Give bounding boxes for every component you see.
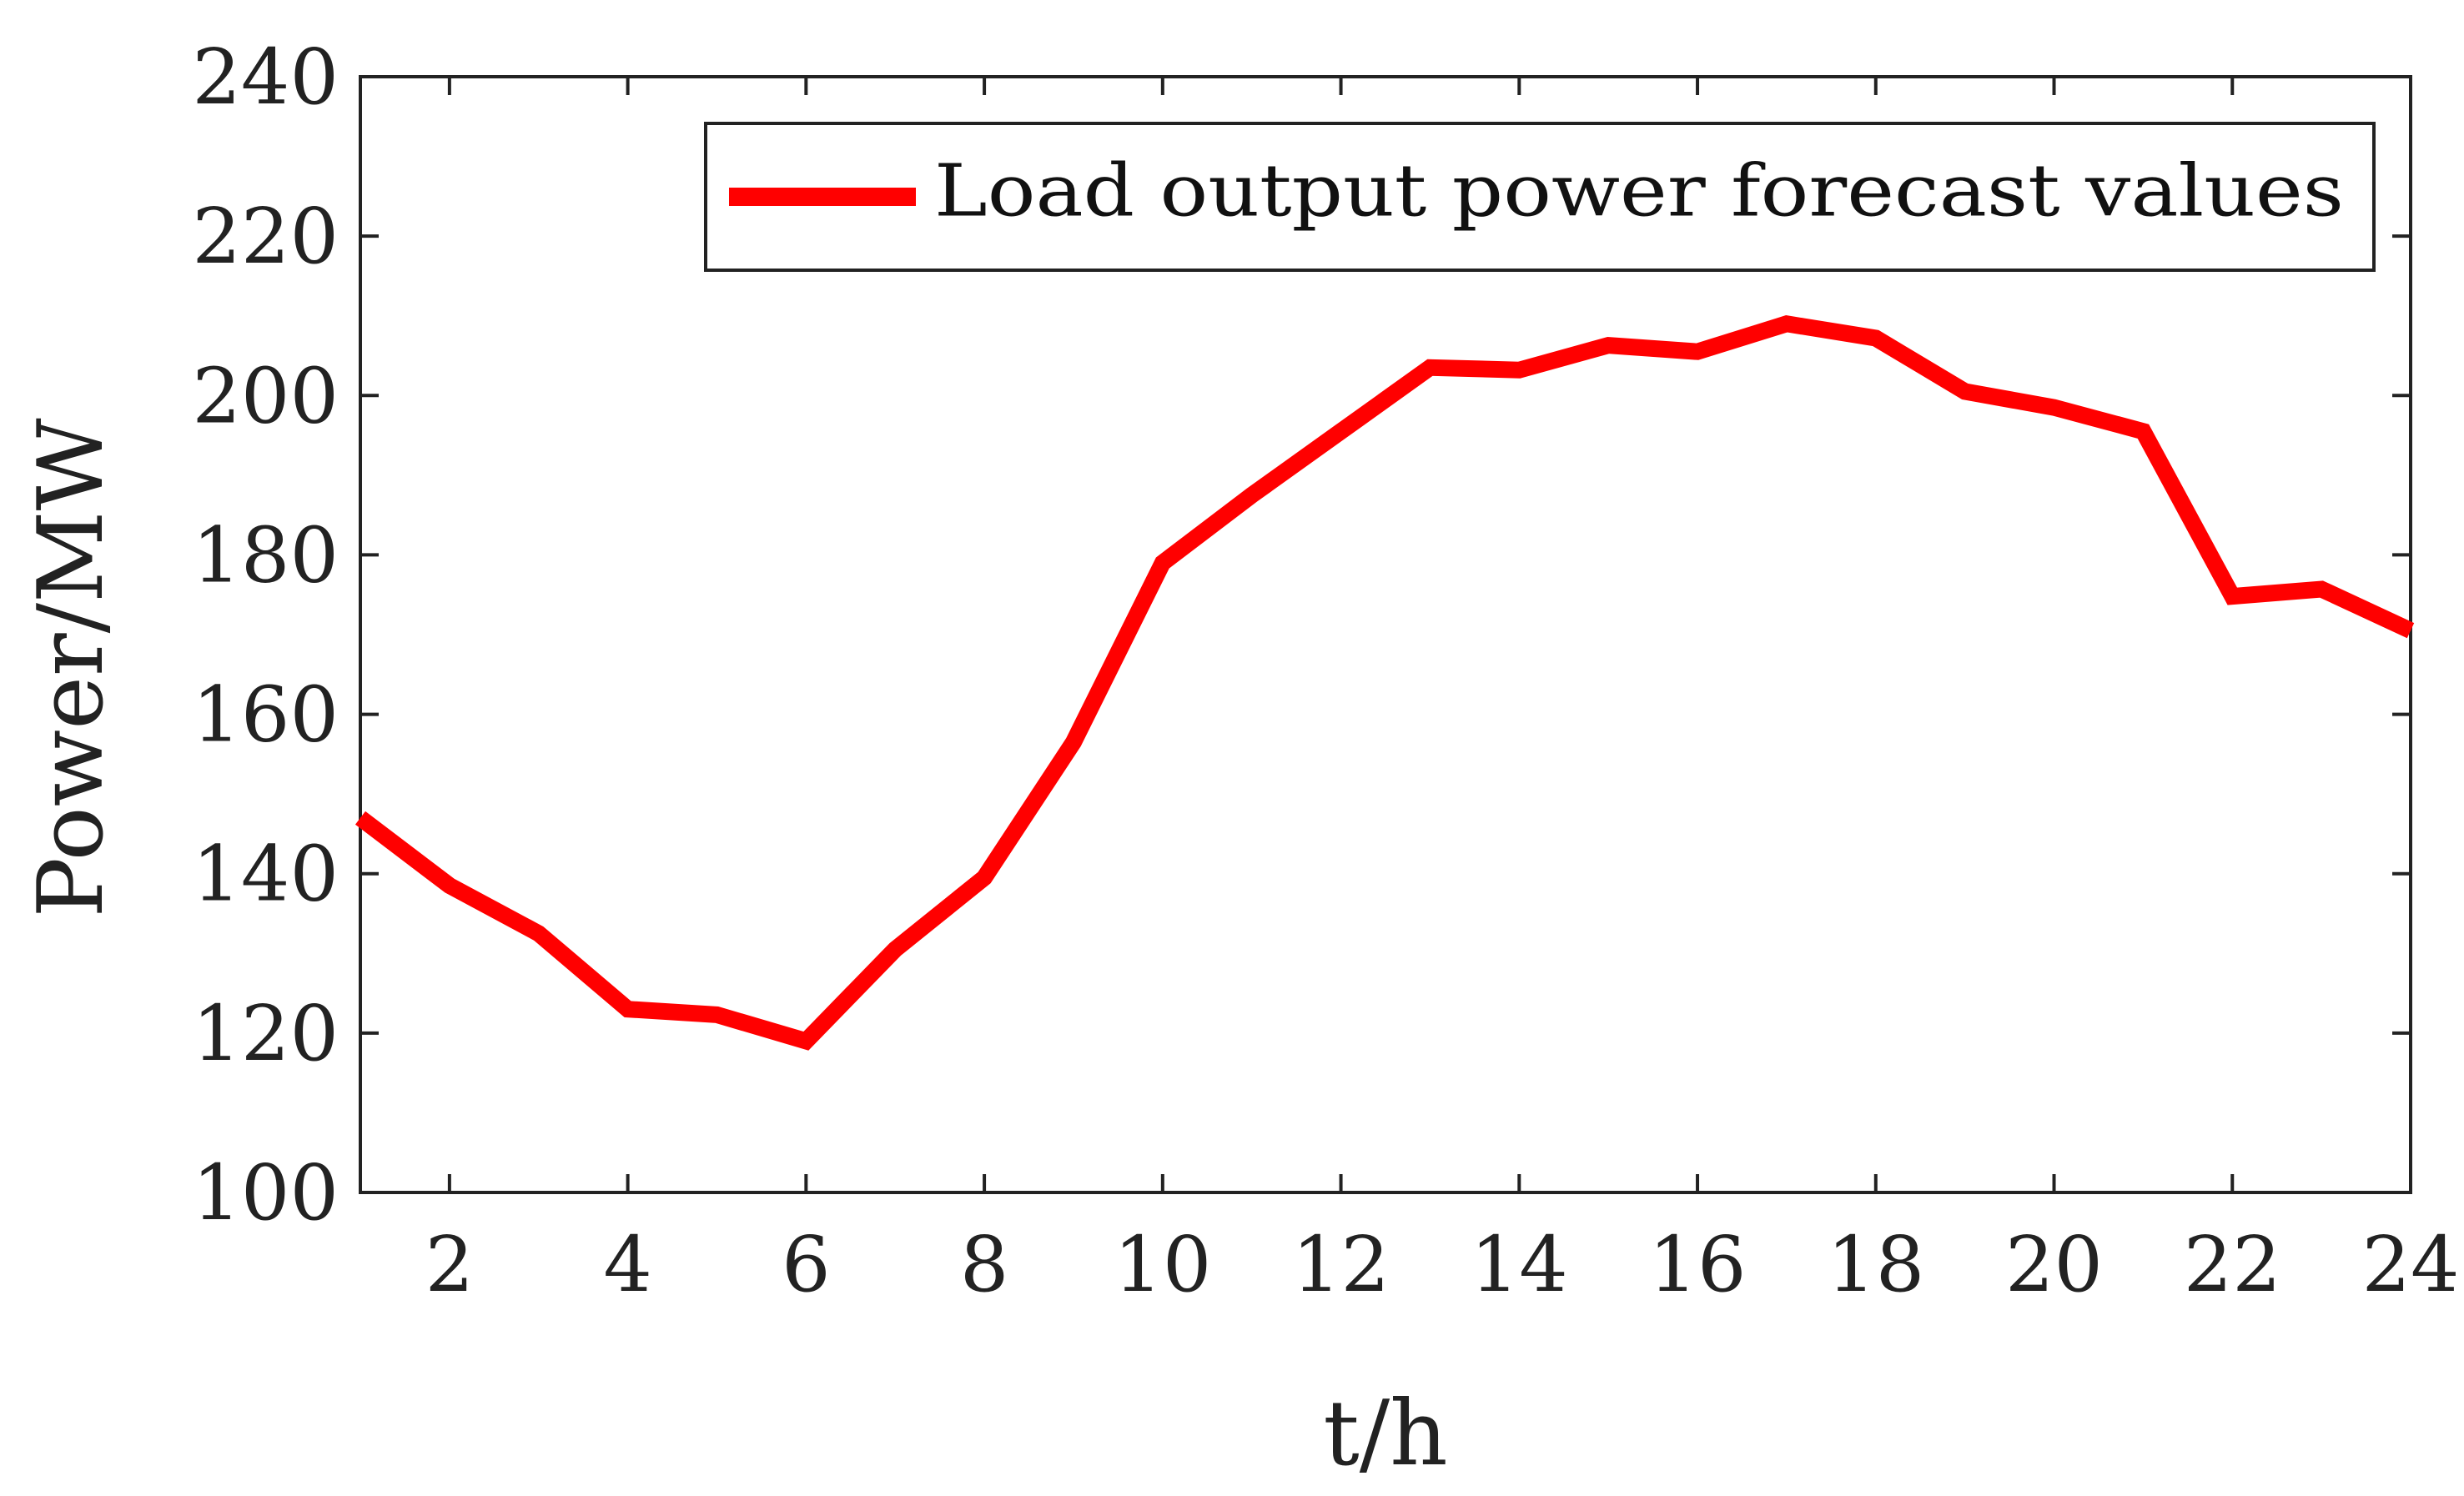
x-tick-label: 20 <box>2005 1220 2103 1309</box>
y-tick-label: 180 <box>192 510 339 600</box>
data-point <box>1697 351 1698 353</box>
axes-box <box>359 75 2412 1194</box>
data-point <box>1964 391 1966 392</box>
x-tick-label: 24 <box>2361 1220 2459 1309</box>
data-point <box>538 932 540 934</box>
x-tick-label: 4 <box>603 1220 652 1309</box>
x-tick-label: 2 <box>425 1220 475 1309</box>
data-point <box>2231 595 2233 597</box>
legend: Load output power forecast values <box>704 122 2376 272</box>
data-point <box>805 1040 807 1042</box>
data-point <box>360 817 361 819</box>
legend-box <box>704 122 2376 272</box>
data-point <box>1607 344 1609 346</box>
y-tick-label: 120 <box>192 989 339 1078</box>
data-point <box>894 949 896 950</box>
x-tick-label: 6 <box>782 1220 831 1309</box>
data-point <box>1251 494 1253 496</box>
data-point <box>2142 430 2144 432</box>
y-tick-label: 160 <box>192 670 339 760</box>
y-tick-label: 220 <box>192 192 339 281</box>
legend-label: Load output power forecast values <box>934 150 2344 233</box>
x-tick-label: 18 <box>1827 1220 1924 1309</box>
data-point <box>1429 367 1431 369</box>
data-point <box>1340 430 1342 432</box>
x-tick-label: 22 <box>2184 1220 2281 1309</box>
data-point <box>1162 562 1164 564</box>
x-tick-label: 8 <box>960 1220 1009 1309</box>
y-tick-label: 140 <box>192 830 339 919</box>
y-axis-label: Power/MW <box>19 418 123 917</box>
data-point <box>1518 369 1520 371</box>
data-point <box>2321 589 2322 590</box>
x-axis-label: t/h <box>1323 1382 1447 1486</box>
series-layer <box>355 315 2415 1051</box>
y-tick-label: 240 <box>192 33 339 122</box>
x-tick-label: 12 <box>1292 1220 1390 1309</box>
y-tick-label: 200 <box>192 351 339 440</box>
axes-layer: 2 4 6 8 10 12 14 16 18 20 22 2410012014016018020022… <box>192 33 2459 1309</box>
x-tick-label: 16 <box>1649 1220 1747 1309</box>
x-tick-label: 10 <box>1114 1220 1211 1309</box>
data-point <box>1875 338 1877 339</box>
data-point <box>983 877 985 878</box>
series-line <box>355 315 2415 1051</box>
y-tick-label: 100 <box>192 1148 339 1237</box>
data-point <box>627 1008 629 1010</box>
x-tick-label: 14 <box>1471 1220 1568 1309</box>
